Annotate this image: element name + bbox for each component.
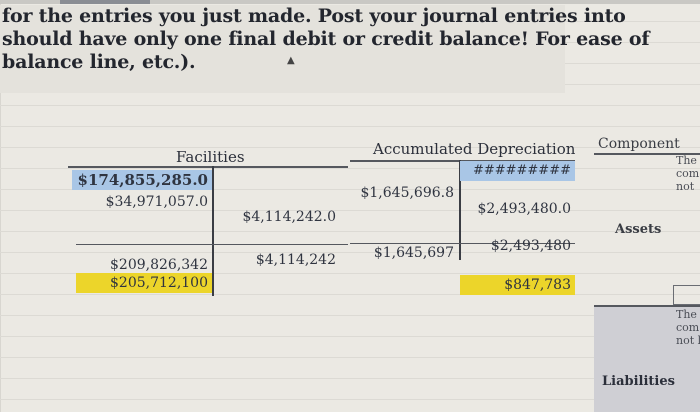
facilities-top-rule <box>68 166 348 168</box>
instructions-text: for the entries you just made. Post your… <box>0 5 650 93</box>
side-note-line: not <box>676 180 695 193</box>
liabilities-rule <box>594 305 700 307</box>
accum-dep-credit-total[interactable]: $2,493,480 <box>490 238 571 254</box>
facilities-credit-total[interactable]: $4,114,242 <box>255 252 336 268</box>
side-note-line: The <box>676 154 697 167</box>
instructions-line-3: balance line, etc.). <box>2 51 196 73</box>
accum-dep-title: Accumulated Depreciation <box>373 140 576 158</box>
accum-dep-debit-total[interactable]: $1,645,697 <box>373 245 454 261</box>
accum-dep-debit-cell[interactable]: $1,645,696.8 <box>360 185 454 201</box>
mouse-cursor-icon: ▲ <box>287 55 295 66</box>
component-rule <box>594 153 700 155</box>
side-note-line: com <box>676 321 700 334</box>
facilities-credit-cell[interactable]: $4,114,242.0 <box>242 209 336 225</box>
empty-input-cell[interactable] <box>673 285 700 305</box>
facilities-divider <box>212 166 214 296</box>
liabilities-panel <box>594 306 700 412</box>
component-header: Component <box>598 136 680 152</box>
facilities-title: Facilities <box>176 148 245 166</box>
facilities-total-rule <box>76 244 348 245</box>
active-tab-indicator <box>60 0 150 4</box>
side-note-bottom: The com not l <box>676 308 700 347</box>
assets-label: Assets <box>615 222 662 237</box>
side-note-line: com <box>676 167 700 180</box>
top-toolbar-edge <box>0 0 700 4</box>
instructions-line-2: should have only one final debit or cred… <box>2 28 650 50</box>
side-note-top: The com not <box>676 154 700 193</box>
accum-dep-total-rule <box>350 243 575 244</box>
accum-dep-credit-overflow-cell[interactable]: ######### <box>460 161 575 181</box>
side-note-line: The <box>676 308 697 321</box>
accum-dep-divider <box>459 160 461 260</box>
accum-dep-balance[interactable]: $847,783 <box>460 275 575 295</box>
facilities-debit-cell[interactable]: $34,971,057.0 <box>105 194 208 210</box>
side-note-line: not l <box>676 334 700 347</box>
liabilities-label: Liabilities <box>602 374 675 389</box>
accum-dep-credit-cell[interactable]: $2,493,480.0 <box>477 201 571 217</box>
facilities-balance[interactable]: $205,712,100 <box>76 273 212 293</box>
facilities-debit-total[interactable]: $209,826,342 <box>110 257 208 273</box>
facilities-debit-cell-selected[interactable]: $174,855,285.0 <box>72 170 212 190</box>
instructions-line-1: for the entries you just made. Post your… <box>2 5 626 27</box>
